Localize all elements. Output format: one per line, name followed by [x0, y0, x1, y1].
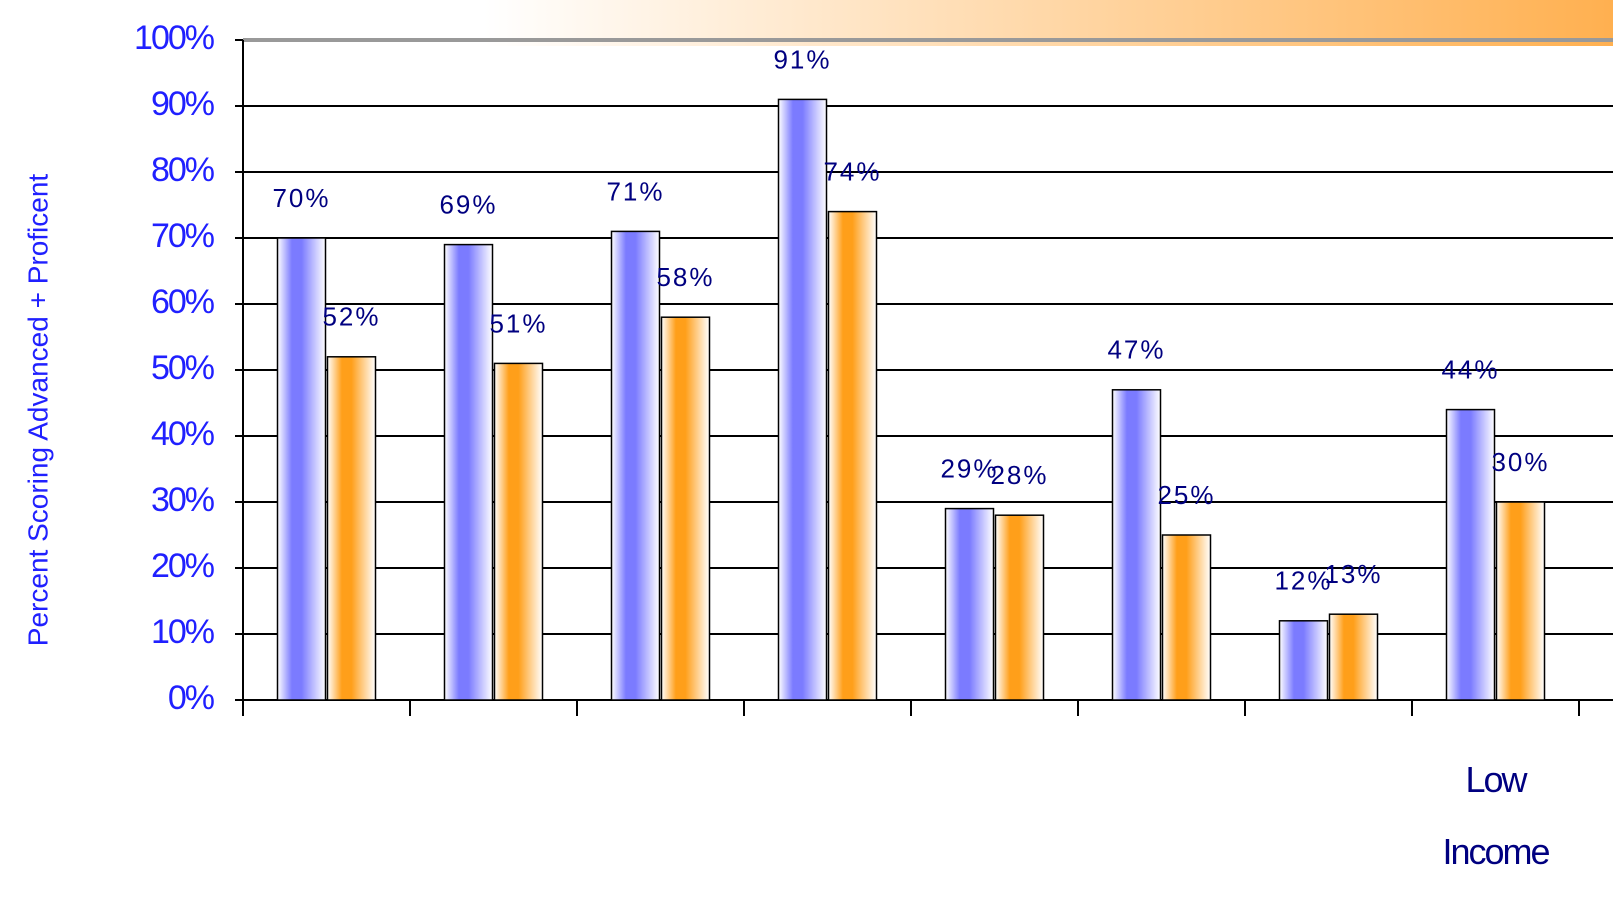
bar [1445, 408, 1496, 701]
y-tick-label: 60% [151, 283, 215, 321]
value-label: 12% [1274, 566, 1332, 596]
value-label: 25% [1157, 480, 1215, 510]
y-tick-label: 0% [168, 679, 215, 717]
bar [1161, 534, 1212, 701]
bar [994, 514, 1045, 701]
bar [1495, 501, 1546, 701]
value-label: 58% [656, 262, 714, 292]
y-tick-label: 10% [151, 613, 215, 651]
value-label: 13% [1324, 559, 1382, 589]
y-tick-label: 20% [151, 547, 215, 585]
value-label: 71% [606, 176, 664, 206]
value-label: 70% [272, 183, 330, 213]
bar [777, 98, 828, 701]
bar [326, 356, 377, 701]
value-label: 74% [823, 156, 881, 186]
bar [1278, 620, 1329, 701]
y-tick-label: 90% [151, 85, 215, 123]
y-tick-label: 100% [134, 19, 215, 57]
bar [660, 316, 711, 701]
bar [1111, 389, 1162, 701]
value-label: 51% [489, 308, 547, 338]
value-label: 28% [990, 460, 1048, 490]
x-tick-label: Low Income [1442, 759, 1549, 872]
bar [443, 243, 494, 701]
y-tick-label: 80% [151, 151, 215, 189]
y-axis-title: Percent Scoring Advanced + Proficent [22, 174, 53, 647]
value-label: 47% [1107, 335, 1165, 365]
bar [493, 362, 544, 701]
value-label: 44% [1441, 354, 1499, 384]
bar [610, 230, 661, 701]
y-tick-label: 50% [151, 349, 215, 387]
bar [944, 507, 995, 701]
value-label: 29% [940, 453, 998, 483]
value-label: 69% [439, 189, 497, 219]
value-label: 91% [773, 44, 831, 74]
bar [827, 210, 878, 701]
y-tick-label: 30% [151, 481, 215, 519]
value-label: 52% [322, 302, 380, 332]
bar [1328, 613, 1379, 701]
y-tick-label: 70% [151, 217, 215, 255]
value-label: 30% [1491, 447, 1549, 477]
bar [276, 237, 327, 701]
y-tick-label: 40% [151, 415, 215, 453]
